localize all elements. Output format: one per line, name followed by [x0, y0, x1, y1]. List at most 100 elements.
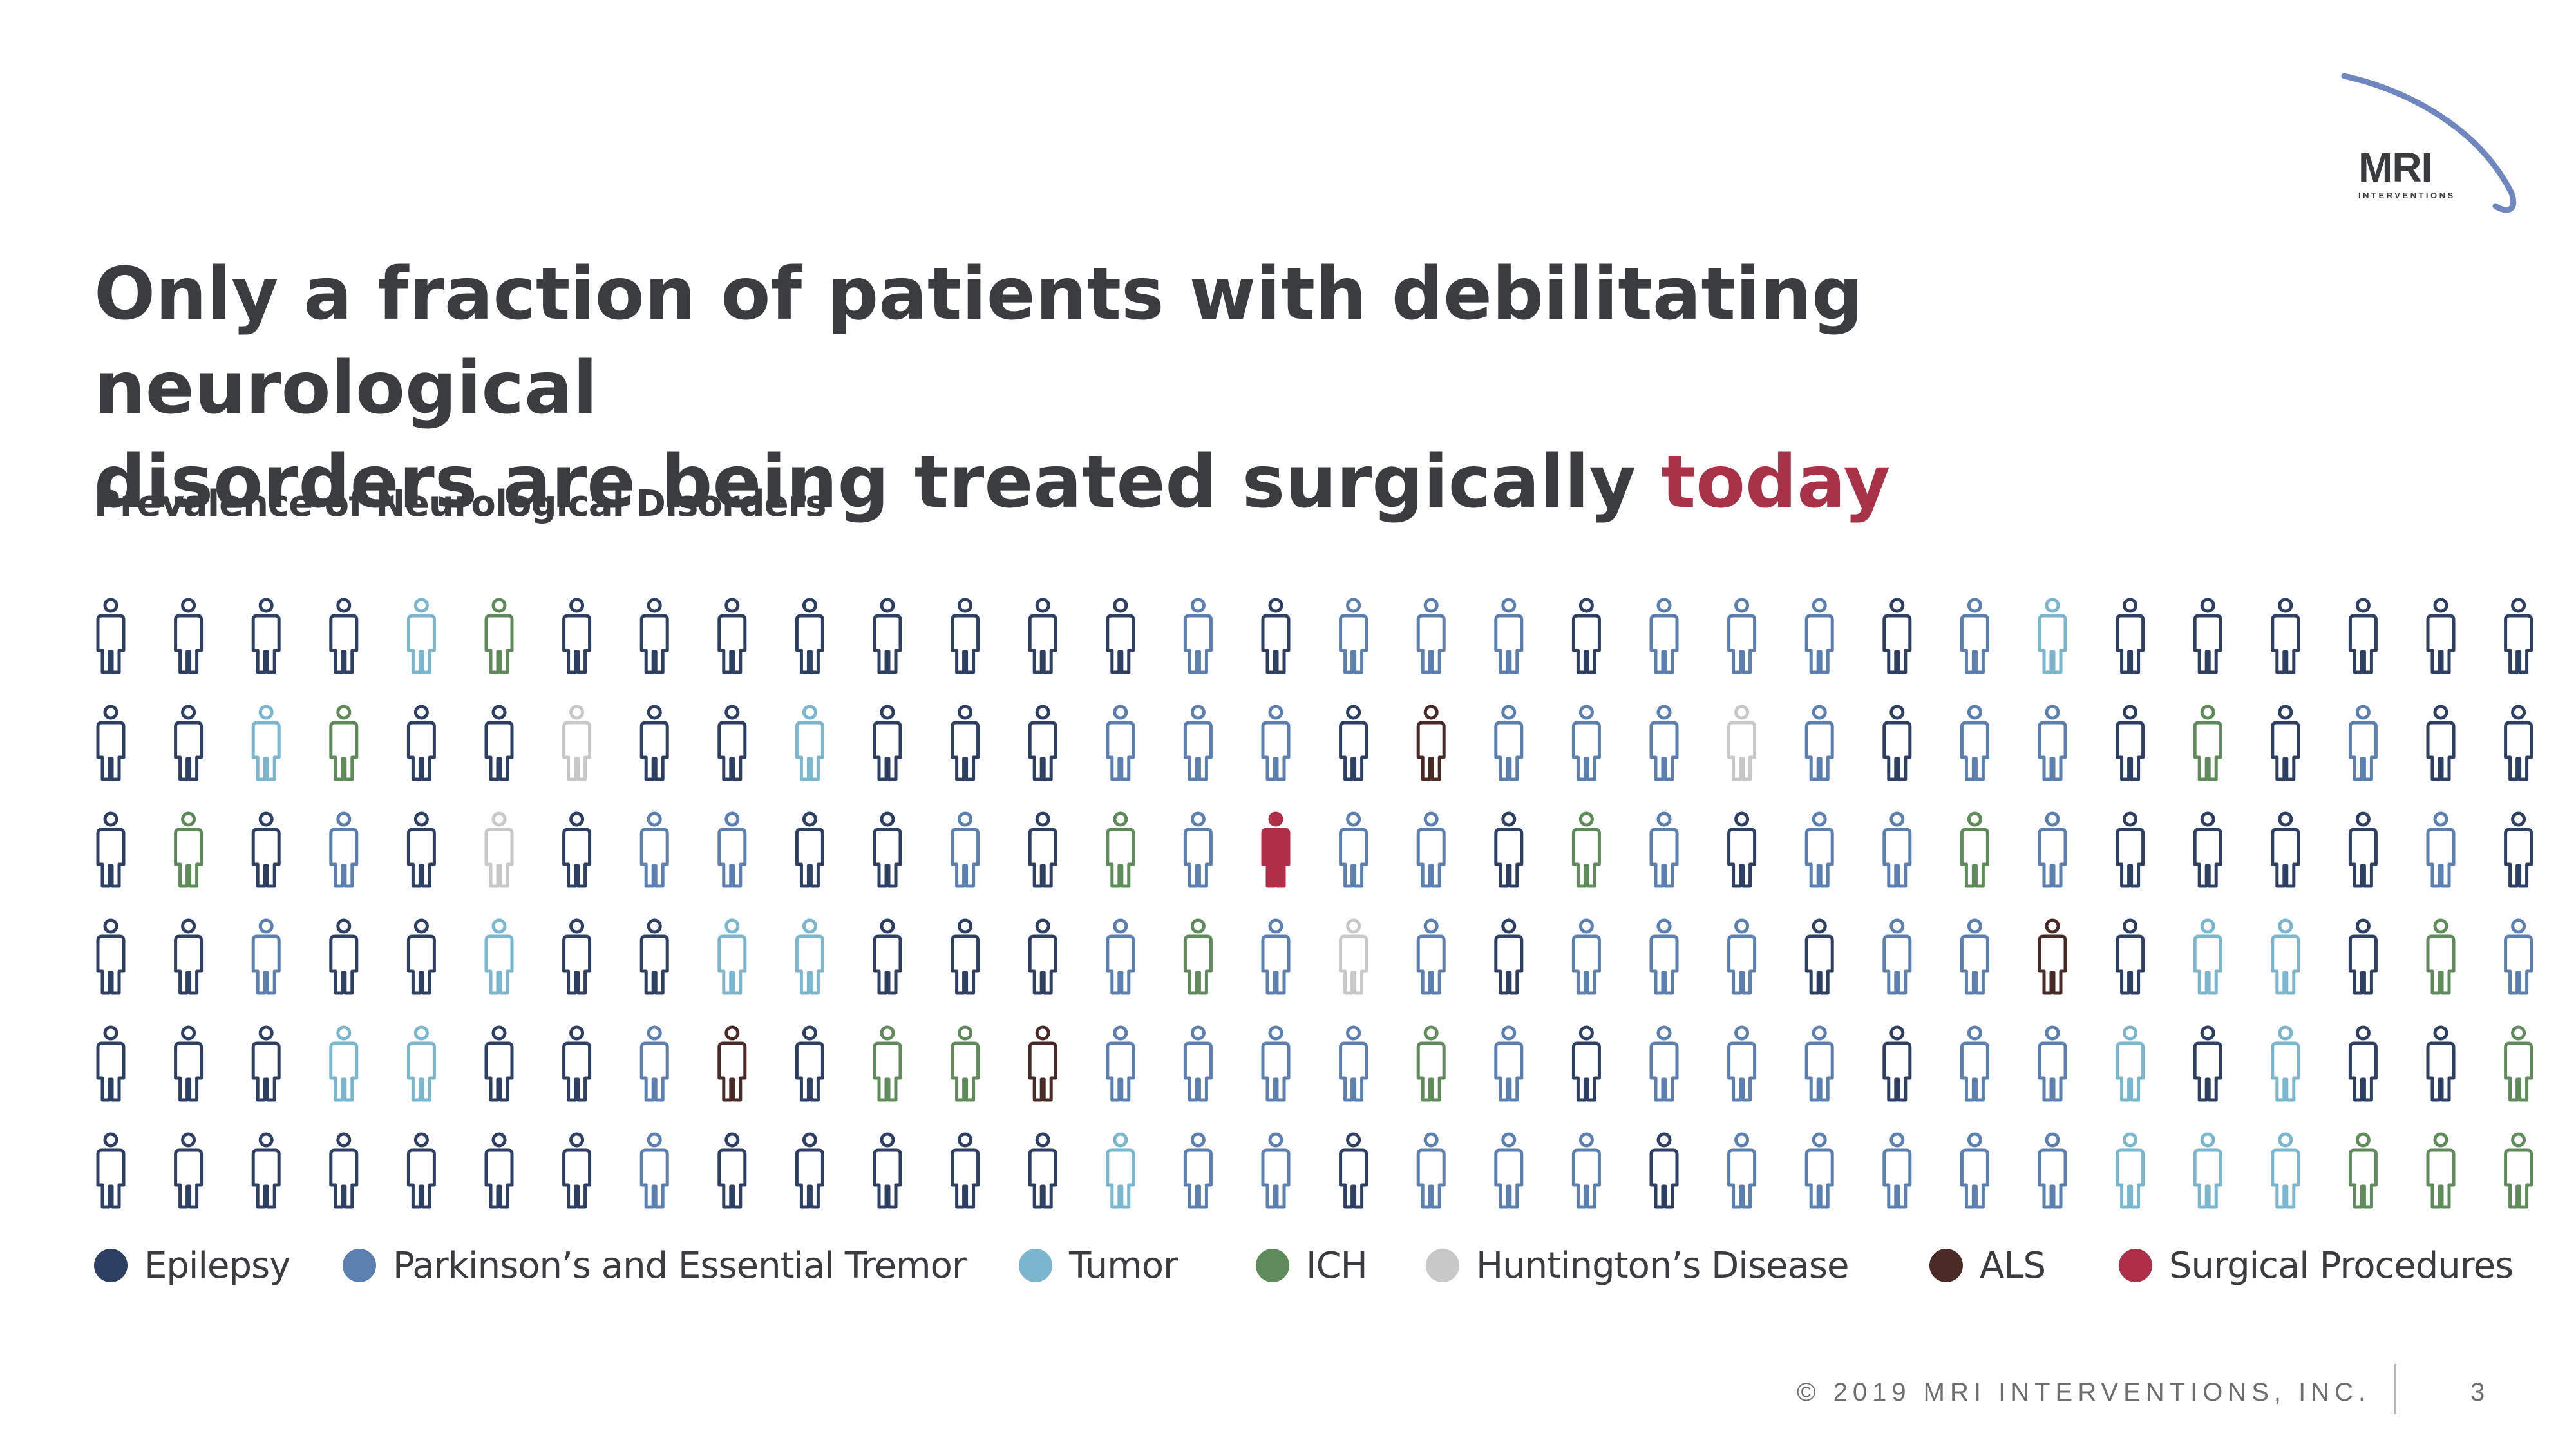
legend-label-epilepsy: Epilepsy [144, 1244, 290, 1287]
person-icon-parkinson-s-and-essential-tremor [1727, 598, 1757, 674]
person-icon-parkinson-s-and-essential-tremor [1494, 1025, 1524, 1102]
person-icon-parkinson-s-and-essential-tremor [1416, 598, 1446, 674]
person-icon-ich [329, 705, 359, 781]
person-icon-epilepsy [717, 598, 747, 674]
person-icon-ich [2348, 1132, 2378, 1209]
legend-item-epilepsy: Epilepsy [94, 1243, 290, 1288]
person-icon-epilepsy [1028, 811, 1057, 888]
legend-item-huntingtons: Huntington’s Disease [1426, 1243, 1849, 1288]
person-icon-parkinson-s-and-essential-tremor [1183, 1132, 1213, 1209]
person-icon-epilepsy [2271, 705, 2300, 781]
person-icon-parkinson-s-and-essential-tremor [1727, 918, 1757, 995]
person-icon-epilepsy [717, 1132, 747, 1209]
person-icon-epilepsy [1882, 1025, 1912, 1102]
legend-swatch-epilepsy [94, 1249, 128, 1282]
person-icon-epilepsy [406, 1132, 436, 1209]
person-icon-tumor [2193, 1132, 2222, 1209]
person-icon-parkinson-s-and-essential-tremor [1339, 811, 1368, 888]
person-icon-epilepsy [873, 918, 902, 995]
person-icon-epilepsy [2193, 811, 2222, 888]
person-icon-epilepsy [1028, 705, 1057, 781]
person-icon-tumor [795, 918, 824, 995]
person-icon-epilepsy [1106, 598, 1135, 674]
person-icon-parkinson-s-and-essential-tremor [1261, 1132, 1291, 1209]
title-accent: today [1661, 440, 1891, 524]
person-icon-epilepsy [2271, 598, 2300, 674]
legend-label-ich: ICH [1306, 1244, 1368, 1287]
page-title: Only a fraction of patients with debilit… [94, 247, 2348, 529]
person-icon-epilepsy [873, 1132, 902, 1209]
person-icon-parkinson-s-and-essential-tremor [1339, 1025, 1368, 1102]
person-icon-parkinson-s-and-essential-tremor [1261, 1025, 1291, 1102]
person-icon-parkinson-s-and-essential-tremor [1960, 598, 1989, 674]
person-icon-epilepsy [795, 811, 824, 888]
person-icon-parkinson-s-and-essential-tremor [1882, 918, 1912, 995]
person-icon-parkinson-s-and-essential-tremor [329, 811, 359, 888]
logo-swoosh [2341, 73, 2517, 213]
person-icon-epilepsy [873, 598, 902, 674]
person-icon-epilepsy [717, 705, 747, 781]
person-icon-epilepsy [1494, 811, 1524, 888]
person-icon-epilepsy [484, 705, 514, 781]
person-icon-parkinson-s-and-essential-tremor [1106, 1025, 1135, 1102]
person-icon-parkinson-s-and-essential-tremor [1261, 705, 1291, 781]
person-icon-parkinson-s-and-essential-tremor [1571, 705, 1601, 781]
person-icon-epilepsy [174, 918, 204, 995]
person-icon-parkinson-s-and-essential-tremor [1649, 918, 1679, 995]
person-icon-epilepsy [1028, 1132, 1057, 1209]
person-icon-epilepsy [2193, 1025, 2222, 1102]
person-icon-tumor [329, 1025, 359, 1102]
person-icon-epilepsy [562, 811, 592, 888]
person-icon-ich [2426, 1132, 2456, 1209]
person-icon-parkinson-s-and-essential-tremor [1339, 598, 1368, 674]
person-icon-epilepsy [1261, 598, 1291, 674]
person-icon-ich [2193, 705, 2222, 781]
person-icon-parkinson-s-and-essential-tremor [1960, 918, 1989, 995]
person-icon-ich [2504, 1132, 2533, 1209]
person-icon-epilepsy [639, 598, 669, 674]
person-icon-parkinson-s-and-essential-tremor [1106, 918, 1135, 995]
person-icon-ich [873, 1025, 902, 1102]
legend-item-surgical: Surgical Procedures [2119, 1243, 2514, 1288]
person-icon-ich [951, 1025, 980, 1102]
person-icon-parkinson-s-and-essential-tremor [639, 811, 669, 888]
person-icon-als [2038, 918, 2067, 995]
person-icon-tumor [795, 705, 824, 781]
person-icon-epilepsy [96, 1025, 126, 1102]
person-icon-ich [1106, 811, 1135, 888]
person-icon-tumor [2271, 918, 2300, 995]
person-icon-epilepsy [96, 918, 126, 995]
person-icon-parkinson-s-and-essential-tremor [1416, 811, 1446, 888]
person-icon-tumor [406, 1025, 436, 1102]
company-logo: MRI INTERVENTIONS [2331, 64, 2524, 219]
person-icon-parkinson-s-and-essential-tremor [2426, 811, 2456, 888]
person-icon-epilepsy [1571, 1025, 1601, 1102]
person-icon-epilepsy [406, 811, 436, 888]
person-icon-epilepsy [1882, 598, 1912, 674]
chart-subtitle: Prevalence of Neurological Disorders [94, 483, 827, 525]
person-icon-parkinson-s-and-essential-tremor [1649, 811, 1679, 888]
person-icon-parkinson-s-and-essential-tremor [717, 811, 747, 888]
person-icon-parkinson-s-and-essential-tremor [2038, 811, 2067, 888]
person-icon-epilepsy [251, 811, 281, 888]
person-icon-epilepsy [2348, 918, 2378, 995]
person-icon-als [717, 1025, 747, 1102]
legend-item-ich: ICH [1256, 1243, 1368, 1288]
person-icon-epilepsy [96, 811, 126, 888]
person-icon-epilepsy [562, 1132, 592, 1209]
person-icon-epilepsy [251, 1132, 281, 1209]
person-icon-parkinson-s-and-essential-tremor [1960, 705, 1989, 781]
person-icon-epilepsy [1649, 1132, 1679, 1209]
person-icon-epilepsy [96, 1132, 126, 1209]
person-icon-parkinson-s-and-essential-tremor [251, 918, 281, 995]
logo-wordmark: MRI [2358, 144, 2432, 191]
person-icon-epilepsy [406, 918, 436, 995]
person-icon-tumor [717, 918, 747, 995]
legend-swatch-tumor [1019, 1249, 1052, 1282]
person-icon-epilepsy [484, 1025, 514, 1102]
person-icon-epilepsy [951, 1132, 980, 1209]
legend-label-als: ALS [1980, 1244, 2046, 1287]
person-icon-epilepsy [174, 705, 204, 781]
person-icon-parkinson-s-and-essential-tremor [1261, 918, 1291, 995]
person-icon-epilepsy [1804, 918, 1834, 995]
